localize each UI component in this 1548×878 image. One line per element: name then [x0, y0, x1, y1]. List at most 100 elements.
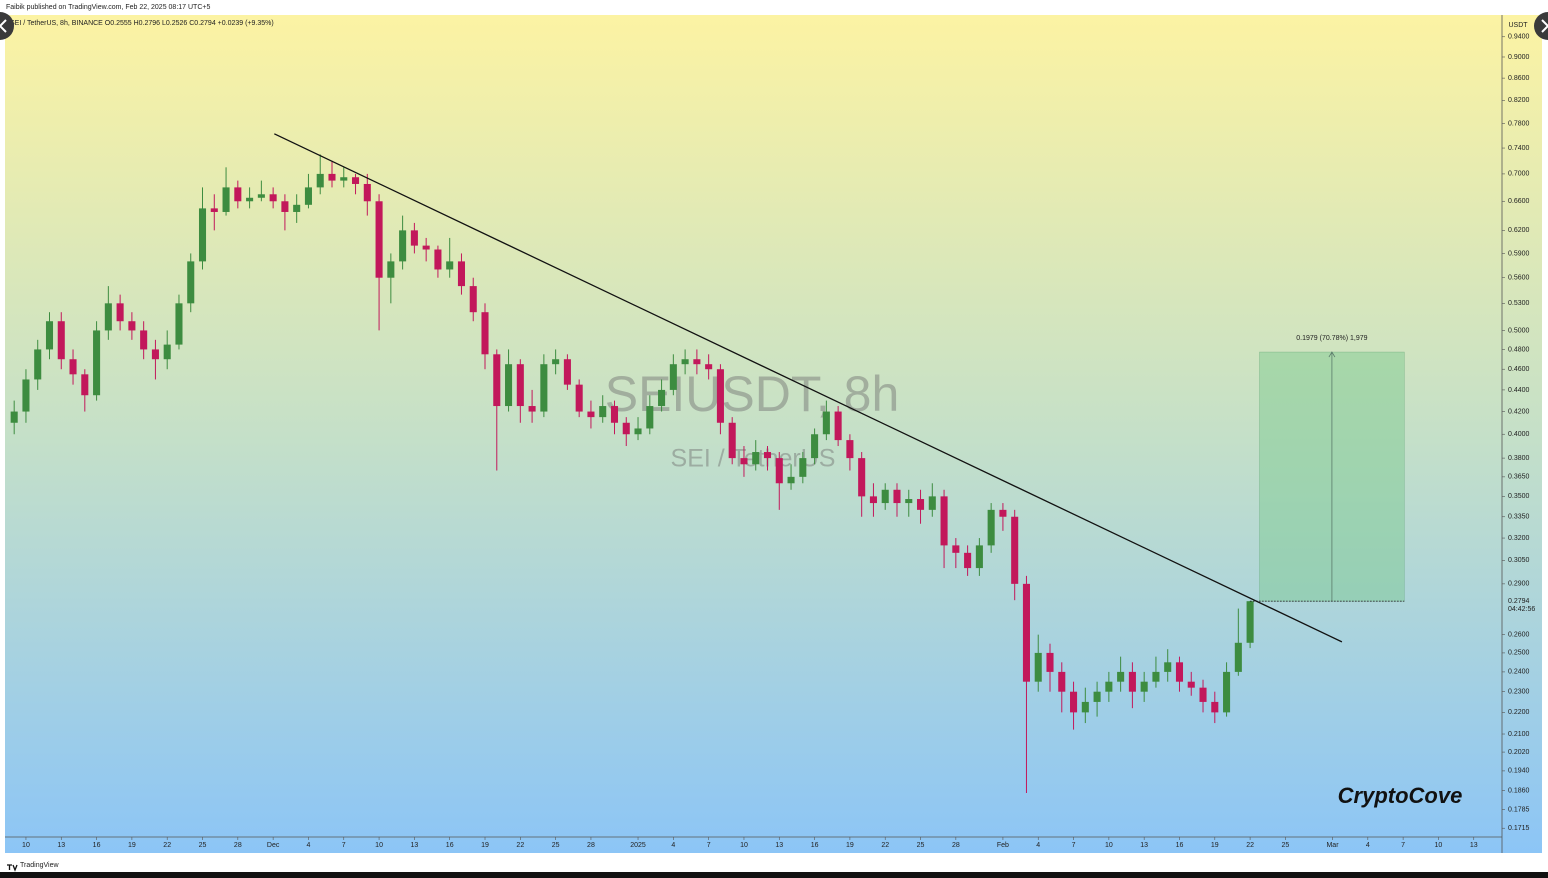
candle-body: [728, 422, 736, 459]
x-tick-label: 10: [22, 842, 30, 849]
candle-body: [752, 452, 760, 465]
y-tick-label: 0.6200: [1508, 227, 1530, 234]
candle-body: [175, 303, 183, 345]
x-tick-label: 22: [881, 842, 889, 849]
y-tick-label: 0.9400: [1508, 34, 1530, 41]
candle-body: [1152, 671, 1160, 682]
candle-body: [705, 364, 713, 370]
candle-body: [528, 406, 536, 412]
candle-body: [1246, 601, 1254, 643]
candle-body: [93, 330, 101, 396]
candle-body: [481, 312, 489, 355]
candle-body: [516, 364, 524, 407]
candle-body: [410, 230, 418, 246]
candle-body: [1175, 662, 1184, 682]
candle-body: [22, 379, 30, 412]
y-tick-label: 0.2020: [1508, 749, 1530, 756]
candle-body: [1046, 652, 1054, 672]
candle-body: [1022, 583, 1030, 682]
candle-body: [457, 261, 465, 287]
watermark: SEIUSDT, 8h: [605, 366, 900, 422]
candle-body: [563, 359, 571, 385]
x-tick-label: 13: [775, 842, 783, 849]
candle-body: [575, 384, 583, 412]
x-tick-label: 19: [481, 842, 489, 849]
footer: TradingView: [20, 862, 59, 869]
x-tick-label: 16: [1176, 842, 1184, 849]
y-tick-label: 0.8200: [1508, 97, 1530, 104]
candle-body: [905, 499, 913, 504]
x-tick-label: 25: [1282, 842, 1290, 849]
y-tick-label: 0.4200: [1508, 408, 1530, 415]
candle-body: [434, 249, 442, 270]
x-tick-label: 28: [234, 842, 242, 849]
x-tick-label: 25: [199, 842, 207, 849]
x-tick-label: 19: [846, 842, 854, 849]
candle-body: [104, 303, 112, 331]
candle-body: [1081, 701, 1089, 713]
candle-body: [693, 359, 701, 365]
candle-body: [163, 344, 171, 360]
x-tick-label: 4: [1036, 842, 1040, 849]
candle-body: [1187, 681, 1195, 688]
candle-body: [363, 183, 371, 202]
candle-body: [281, 201, 289, 212]
prev-icon: [0, 19, 7, 33]
candle-body: [198, 208, 207, 262]
x-tick-label: 28: [587, 842, 595, 849]
y-tick-label: 0.9000: [1508, 54, 1530, 61]
publisher: Faibik published on TradingView.com, Feb…: [6, 4, 210, 11]
x-tick-label: 4: [306, 842, 310, 849]
candle-body: [293, 204, 301, 212]
x-tick-label: Feb: [997, 842, 1009, 849]
candle-body: [775, 458, 783, 484]
candle-body: [1199, 687, 1207, 702]
x-tick-label: 2025: [630, 842, 646, 849]
candle-body: [975, 545, 983, 569]
candle-body: [610, 406, 619, 423]
y-tick-label: 0.7000: [1508, 171, 1530, 178]
candle-body: [869, 496, 877, 504]
x-tick-label: 7: [707, 842, 711, 849]
candle-body: [916, 499, 925, 510]
candle-body: [1164, 662, 1172, 672]
next-button[interactable]: [1534, 12, 1548, 40]
candle-body: [222, 187, 230, 212]
candle-body: [1234, 642, 1242, 672]
candle-body: [128, 321, 136, 331]
candle-body: [740, 458, 748, 465]
y-tick-label: 0.5600: [1508, 275, 1530, 282]
prev-button[interactable]: [0, 12, 14, 40]
x-tick-label: 4: [671, 842, 675, 849]
x-tick-label: 28: [952, 842, 960, 849]
candle-body: [493, 354, 501, 407]
y-tick-label: 0.4800: [1508, 346, 1530, 353]
candle-body: [881, 489, 889, 504]
x-tick-label: 7: [342, 842, 346, 849]
candle-body: [69, 359, 77, 375]
candle-body: [422, 245, 430, 250]
y-tick-label: 0.4000: [1508, 431, 1530, 438]
candle-body: [45, 321, 54, 350]
candle-body: [1105, 681, 1113, 692]
candle-body: [658, 389, 666, 407]
candle-body: [57, 321, 65, 360]
symbol-legend: SEI / TetherUS, 8h, BINANCE O0.2555 H0.2…: [10, 20, 274, 27]
y-tick-label: 0.2300: [1508, 689, 1530, 696]
candle-body: [834, 411, 842, 441]
y-tick-label: 0.1940: [1508, 768, 1530, 775]
x-tick-label: 22: [1246, 842, 1254, 849]
candle-body: [505, 364, 513, 407]
candle-body: [799, 458, 807, 477]
candle-body: [375, 201, 383, 278]
x-tick-label: 10: [1105, 842, 1113, 849]
candle-body: [1011, 516, 1019, 584]
chart-background: [5, 15, 1542, 853]
candle-body: [1070, 691, 1078, 713]
y-tick-label: 0.1860: [1508, 787, 1530, 794]
y-tick-label: 0.3650: [1508, 474, 1530, 481]
y-tick-label: 0.4600: [1508, 366, 1530, 373]
candle-body: [116, 303, 124, 322]
candle-body: [622, 422, 630, 435]
